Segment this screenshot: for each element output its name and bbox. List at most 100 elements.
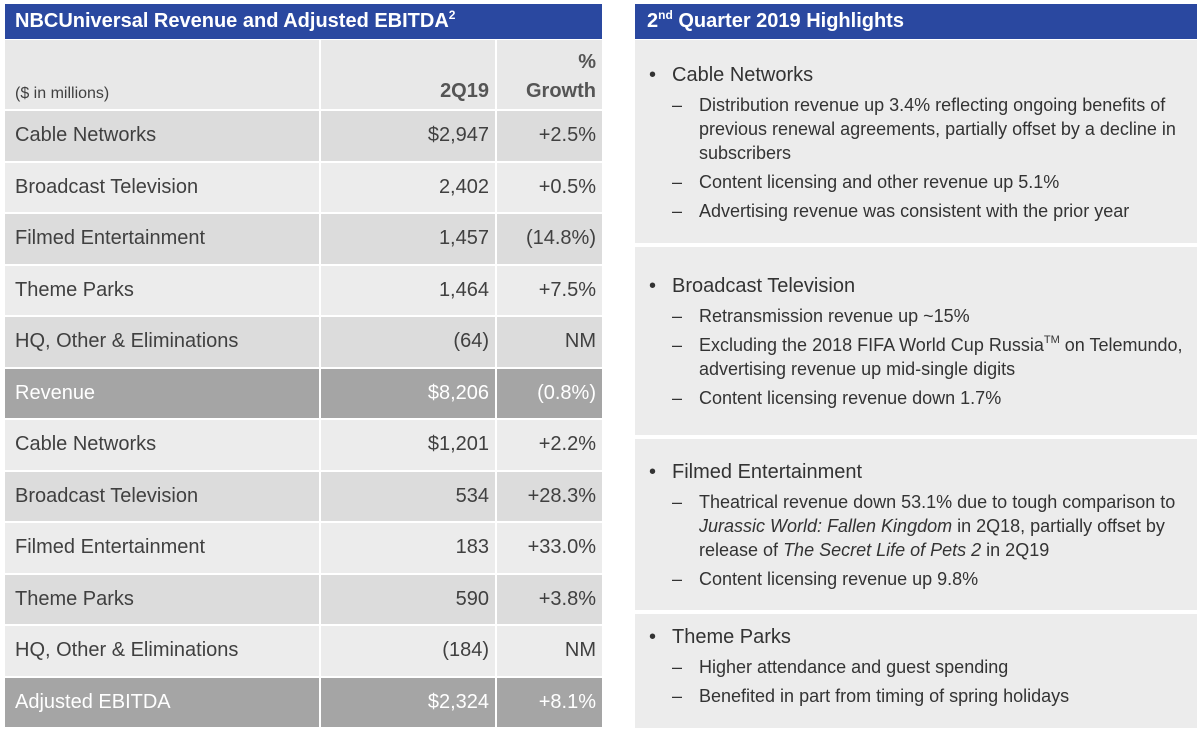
row-growth: (14.8%) bbox=[496, 213, 602, 266]
item-text: Theatrical revenue down 53.1% due to tou… bbox=[699, 490, 1197, 562]
footnote-marker: 2 bbox=[448, 8, 456, 22]
row-value: $2,324 bbox=[320, 676, 497, 729]
row-value: $8,206 bbox=[320, 367, 497, 420]
dash-icon: – bbox=[672, 306, 683, 326]
table-row: Broadcast Television 2,402 +0.5% bbox=[5, 161, 602, 214]
sub-bullet: – Distribution revenue up 3.4% reflecting… bbox=[672, 93, 1197, 165]
table-row: Theme Parks 1,464 +7.5% bbox=[5, 264, 602, 317]
highlights-title: 2nd Quarter 2019 Highlights bbox=[635, 4, 1197, 39]
heading-text: Filmed Entertainment bbox=[672, 461, 863, 483]
bullet-icon: • bbox=[649, 626, 657, 648]
row-label: Theme Parks bbox=[5, 573, 321, 626]
row-growth: +8.1% bbox=[496, 676, 602, 729]
row-growth: +3.8% bbox=[496, 573, 602, 626]
highlight-section: • Cable Networks – Distribution revenue up … bbox=[635, 40, 1197, 243]
row-label: Cable Networks bbox=[5, 110, 321, 163]
highlight-section: • Filmed Entertainment – Theatrical revenue… bbox=[635, 439, 1197, 610]
row-value: (64) bbox=[320, 316, 497, 369]
row-label: Adjusted EBITDA bbox=[5, 676, 321, 729]
item-text: Content licensing revenue up 9.8% bbox=[699, 569, 979, 589]
text-run: in 2Q19 bbox=[981, 540, 1050, 560]
total-row: Adjusted EBITDA $2,324 +8.1% bbox=[5, 676, 602, 729]
dash-icon: – bbox=[672, 172, 683, 192]
row-growth: +2.5% bbox=[496, 110, 602, 163]
bullet-icon: • bbox=[649, 461, 657, 483]
row-value: $1,201 bbox=[320, 419, 497, 472]
highlight-section: • Broadcast Television – Retransmission rev… bbox=[635, 247, 1197, 435]
title-sup: nd bbox=[658, 8, 673, 22]
row-growth: +28.3% bbox=[496, 470, 602, 523]
row-label: HQ, Other & Eliminations bbox=[5, 625, 321, 678]
dash-icon: – bbox=[672, 388, 683, 408]
bullet-icon: • bbox=[649, 275, 657, 297]
row-value: 1,464 bbox=[320, 264, 497, 317]
row-value: 590 bbox=[320, 573, 497, 626]
sub-bullet: – Benefited in part from timing of spring… bbox=[672, 684, 1197, 708]
dash-icon: – bbox=[672, 657, 683, 677]
row-label: Filmed Entertainment bbox=[5, 213, 321, 266]
table-row: Theme Parks 590 +3.8% bbox=[5, 573, 602, 626]
row-growth: NM bbox=[496, 316, 602, 369]
heading-text: Broadcast Television bbox=[672, 275, 856, 297]
row-growth: +33.0% bbox=[496, 522, 602, 575]
row-growth: +7.5% bbox=[496, 264, 602, 317]
sub-bullet: – Excluding the 2018 FIFA World Cup Russi… bbox=[672, 333, 1197, 381]
dash-icon: – bbox=[672, 95, 683, 115]
row-value: 1,457 bbox=[320, 213, 497, 266]
item-text: Distribution revenue up 3.4% reflecting … bbox=[699, 95, 1176, 163]
title-num: 2 bbox=[647, 10, 659, 32]
section-heading: • Filmed Entertainment bbox=[649, 461, 1197, 484]
table-title-text: NBCUniversal Revenue and Adjusted EBITDA bbox=[15, 10, 449, 32]
item-text: Excluding the 2018 FIFA World Cup Russia… bbox=[699, 333, 1197, 381]
row-label: Cable Networks bbox=[5, 419, 321, 472]
row-value: (184) bbox=[320, 625, 497, 678]
item-text: Higher attendance and guest spending bbox=[699, 657, 1009, 677]
row-label: HQ, Other & Eliminations bbox=[5, 316, 321, 369]
col-period: 2Q19 bbox=[320, 40, 497, 111]
sub-bullet: – Content licensing and other revenue up … bbox=[672, 170, 1197, 194]
heading-text: Cable Networks bbox=[672, 64, 814, 86]
sub-bullet: – Theatrical revenue down 53.1% due to to… bbox=[672, 490, 1197, 562]
table-row: Broadcast Television 534 +28.3% bbox=[5, 470, 602, 523]
text-run: on Telemundo, advertising revenue up mid… bbox=[699, 335, 1183, 379]
dash-icon: – bbox=[672, 492, 683, 512]
section-heading: • Theme Parks bbox=[649, 626, 1197, 649]
trademark: TM bbox=[1043, 334, 1060, 346]
sub-bullet: – Content licensing revenue down 1.7% bbox=[672, 386, 1197, 410]
row-label: Broadcast Television bbox=[5, 161, 321, 214]
item-text: Content licensing and other revenue up 5… bbox=[699, 172, 1060, 192]
row-label: Theme Parks bbox=[5, 264, 321, 317]
highlight-section: • Theme Parks – Higher attendance and guest… bbox=[635, 614, 1197, 728]
text-run: Theatrical revenue down 53.1% due to tou… bbox=[699, 492, 1176, 512]
item-text: Content licensing revenue down 1.7% bbox=[699, 388, 1002, 408]
col-growth-line2: Growth bbox=[526, 80, 596, 102]
table-row: Cable Networks $1,201 +2.2% bbox=[5, 419, 602, 472]
sub-bullet: – Retransmission revenue up ~15% bbox=[672, 304, 1197, 328]
row-label: Broadcast Television bbox=[5, 470, 321, 523]
title-rest: Quarter 2019 Highlights bbox=[672, 10, 904, 32]
dash-icon: – bbox=[672, 686, 683, 706]
item-text: Benefited in part from timing of spring … bbox=[699, 686, 1070, 706]
section-heading: • Broadcast Television bbox=[649, 275, 1197, 298]
table-title: NBCUniversal Revenue and Adjusted EBITDA… bbox=[5, 4, 602, 39]
sub-bullet: – Advertising revenue was consistent with… bbox=[672, 199, 1197, 223]
row-growth: +2.2% bbox=[496, 419, 602, 472]
sub-bullet: – Content licensing revenue up 9.8% bbox=[672, 567, 1197, 591]
title-italic: Jurassic World: Fallen Kingdom bbox=[699, 516, 953, 536]
table-row: Cable Networks $2,947 +2.5% bbox=[5, 110, 602, 163]
revenue-ebitda-table: ($ in millions) 2Q19 % Growth Cable Netwo… bbox=[5, 40, 602, 729]
col-growth: % Growth bbox=[496, 40, 602, 111]
table-header-row: ($ in millions) 2Q19 % Growth bbox=[5, 40, 602, 111]
text-run: Excluding the 2018 FIFA World Cup Russia bbox=[699, 335, 1044, 355]
row-value: 534 bbox=[320, 470, 497, 523]
row-growth: (0.8%) bbox=[496, 367, 602, 420]
row-growth: +0.5% bbox=[496, 161, 602, 214]
dash-icon: – bbox=[672, 335, 683, 355]
table-row: Filmed Entertainment 183 +33.0% bbox=[5, 522, 602, 575]
section-heading: • Cable Networks bbox=[649, 64, 1197, 87]
dash-icon: – bbox=[672, 201, 683, 221]
bullet-icon: • bbox=[649, 64, 657, 86]
text-run: in 2Q18, partially offset by release of bbox=[699, 516, 1165, 560]
row-value: 183 bbox=[320, 522, 497, 575]
sub-bullet: – Higher attendance and guest spending bbox=[672, 655, 1197, 679]
